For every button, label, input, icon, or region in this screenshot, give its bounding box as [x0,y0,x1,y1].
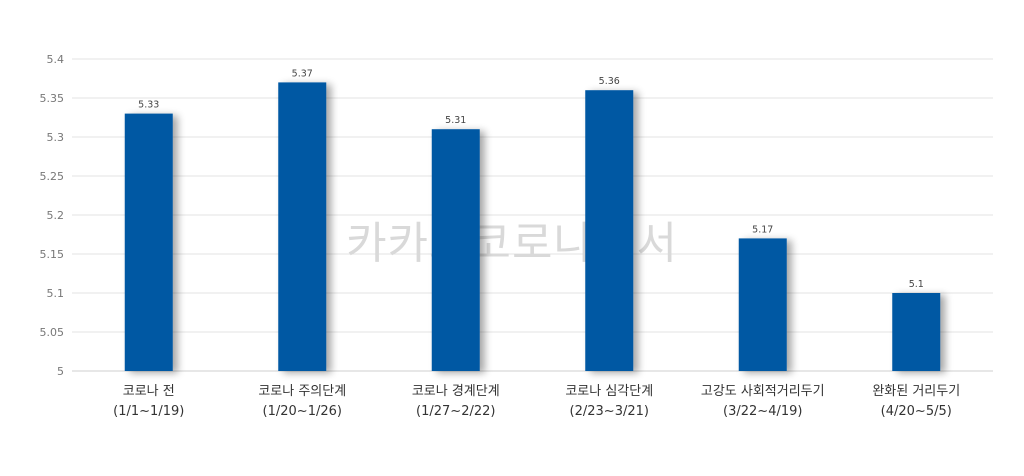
bar [431,129,480,371]
x-category-label: (4/20~5/5) [881,404,952,419]
y-tick-label: 5.4 [47,53,65,66]
x-axis-category-labels: 코로나 전 (1/1~1/19) 코로나 주의단계 (1/20~1/26) 코로나 경계… [113,384,960,419]
data-labels: 5.33 5.37 5.31 5.36 5.17 5.1 [138,68,924,290]
y-tick-label: 5.2 [47,209,65,222]
x-category-label: 코로나 경계단계 [412,384,500,399]
x-category-label: 코로나 전 [123,384,175,399]
y-tick-label: 5.1 [47,287,65,300]
bars [124,82,941,372]
x-category-label: (1/27~2/22) [416,404,495,419]
x-category-label: (1/20~1/26) [263,404,342,419]
y-tick-label: 5 [57,365,64,378]
data-label: 5.17 [752,224,773,235]
x-category-label: (3/22~4/19) [723,404,802,419]
bar [278,82,327,372]
x-category-label: 완화된 거리두기 [872,384,960,399]
data-label: 5.33 [138,100,159,111]
x-category-label: 코로나 심각단계 [565,384,653,399]
y-tick-label: 5.15 [40,248,65,261]
y-tick-label: 5.3 [47,131,65,144]
x-category-label: 고강도 사회적거리두기 [701,384,825,399]
bar [585,90,634,371]
bar [738,238,787,371]
bar [124,113,173,371]
data-label: 5.1 [909,279,924,290]
data-label: 5.36 [599,76,620,87]
gridlines [72,58,993,372]
data-label: 5.37 [292,68,313,79]
y-tick-label: 5.35 [40,92,65,105]
y-tick-label: 5.05 [40,326,65,339]
x-category-label: 코로나 주의단계 [258,384,346,399]
bar [892,293,941,371]
x-category-label: (1/1~1/19) [113,404,184,419]
x-category-label: (2/23~3/21) [570,404,649,419]
y-axis-tick-labels: 5 5.05 5.1 5.15 5.2 5.25 5.3 5.35 5.4 [40,53,65,378]
data-label: 5.31 [445,115,466,126]
y-tick-label: 5.25 [40,170,65,183]
